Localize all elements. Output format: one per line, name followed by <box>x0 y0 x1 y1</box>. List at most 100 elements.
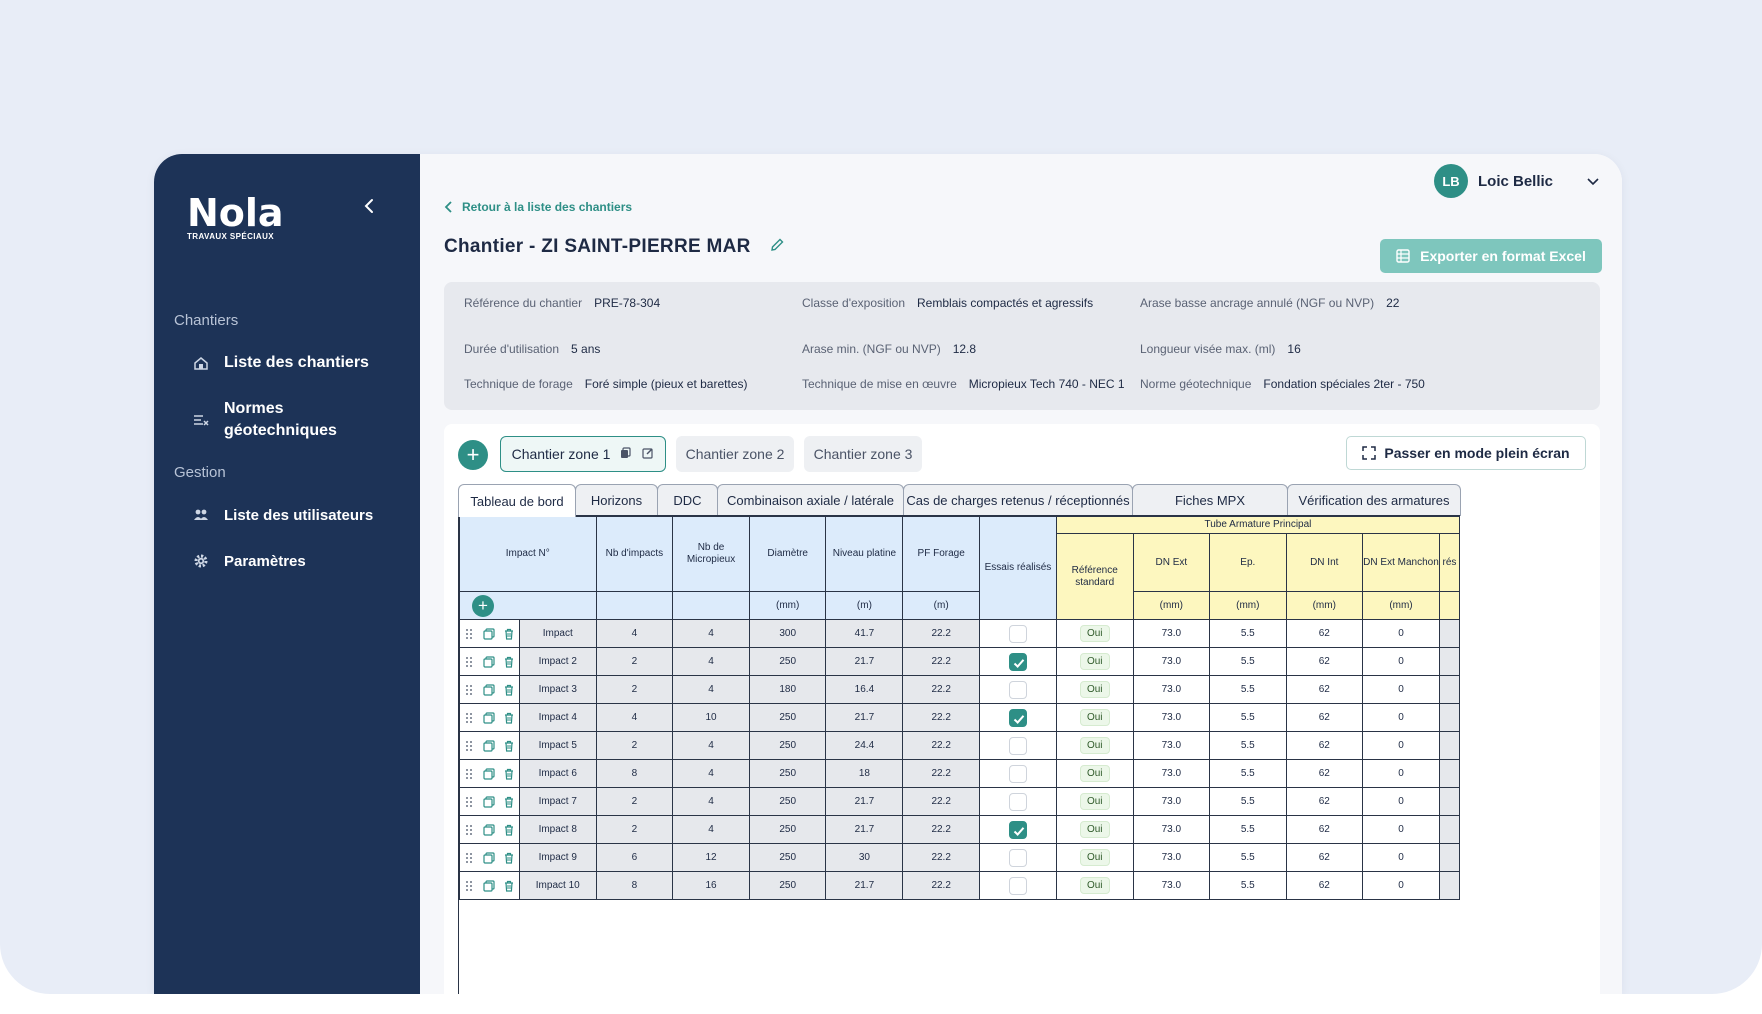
copy-icon[interactable] <box>483 823 496 836</box>
edit-title-icon[interactable] <box>769 237 785 258</box>
sidebar-item-parametres[interactable]: Paramètres <box>192 552 306 570</box>
cell-dn-ext-manchon[interactable]: 0 <box>1361 619 1440 648</box>
cell-nb-impacts[interactable]: 2 <box>595 731 674 760</box>
cell-dn-ext-manchon[interactable]: 0 <box>1361 787 1440 816</box>
cell-nb-micropieux[interactable]: 4 <box>672 759 750 788</box>
cell-dn-int[interactable]: 62 <box>1285 759 1363 788</box>
cell-nb-impacts[interactable]: 4 <box>595 703 674 732</box>
sidebar-item-liste-chantiers[interactable]: Liste des chantiers <box>192 354 369 372</box>
cell-niveau-platine[interactable]: 18 <box>825 759 904 788</box>
cell-dn-ext[interactable]: 73.0 <box>1132 675 1211 704</box>
drag-handle-icon[interactable] <box>463 824 475 836</box>
essais-checkbox[interactable] <box>1008 848 1027 867</box>
copy-icon[interactable] <box>483 795 496 808</box>
cell-dn-ext[interactable]: 73.0 <box>1132 619 1211 648</box>
cell-impact-name[interactable]: Impact 9 <box>518 843 597 872</box>
cell-dn-ext[interactable]: 73.0 <box>1132 871 1211 900</box>
cell-ep[interactable]: 5.5 <box>1209 647 1287 676</box>
cell-impact-name[interactable]: Impact <box>518 619 597 648</box>
cell-nb-micropieux[interactable]: 10 <box>672 703 750 732</box>
cell-niveau-platine[interactable]: 21.7 <box>825 787 904 816</box>
drag-handle-icon[interactable] <box>463 628 475 640</box>
drag-handle-icon[interactable] <box>463 852 475 864</box>
cell-nb-impacts[interactable]: 2 <box>595 787 674 816</box>
add-zone-button[interactable]: + <box>458 440 488 470</box>
cell-dn-ext-manchon[interactable]: 0 <box>1361 871 1440 900</box>
sidebar-item-normes[interactable]: Normes géotechniques <box>192 398 372 442</box>
cell-impact-name[interactable]: Impact 4 <box>518 703 597 732</box>
drag-handle-icon[interactable] <box>463 796 475 808</box>
cell-impact-name[interactable]: Impact 10 <box>518 871 597 900</box>
cell-impact-name[interactable]: Impact 5 <box>518 731 597 760</box>
status-badge[interactable]: Oui <box>1079 821 1110 838</box>
trash-icon[interactable] <box>503 628 515 640</box>
cell-dn-ext-manchon[interactable]: 0 <box>1361 675 1440 704</box>
cell-diametre[interactable]: 250 <box>748 731 827 760</box>
cell-niveau-platine[interactable]: 21.7 <box>825 871 904 900</box>
sidebar-item-utilisateurs[interactable]: Liste des utilisateurs <box>192 506 373 524</box>
collapse-sidebar-button[interactable] <box>360 196 380 216</box>
cell-nb-micropieux[interactable]: 12 <box>672 843 750 872</box>
cell-pf-forage[interactable]: 22.2 <box>902 759 981 788</box>
essais-checkbox[interactable] <box>1008 792 1027 811</box>
copy-icon[interactable] <box>483 711 496 724</box>
cell-niveau-platine[interactable]: 41.7 <box>825 619 904 648</box>
cell-niveau-platine[interactable]: 21.7 <box>825 815 904 844</box>
cell-niveau-platine[interactable]: 21.7 <box>825 647 904 676</box>
cell-dn-ext[interactable]: 73.0 <box>1132 787 1211 816</box>
cell-niveau-platine[interactable]: 21.7 <box>825 703 904 732</box>
cell-diametre[interactable]: 250 <box>748 871 827 900</box>
tab-horizons[interactable]: Horizons <box>575 484 658 516</box>
tab-tableau-de-bord[interactable]: Tableau de bord <box>458 484 576 517</box>
cell-dn-ext[interactable]: 73.0 <box>1132 843 1211 872</box>
cell-ep[interactable]: 5.5 <box>1209 731 1287 760</box>
cell-nb-impacts[interactable]: 8 <box>595 871 674 900</box>
copy-icon[interactable] <box>483 879 496 892</box>
add-impact-button[interactable]: + <box>472 594 494 617</box>
cell-dn-ext-manchon[interactable]: 0 <box>1361 731 1440 760</box>
trash-icon[interactable] <box>503 740 515 752</box>
trash-icon[interactable] <box>503 684 515 696</box>
cell-ep[interactable]: 5.5 <box>1209 787 1287 816</box>
tab-ddc[interactable]: DDC <box>657 484 718 516</box>
status-badge[interactable]: Oui <box>1079 681 1110 698</box>
cell-dn-int[interactable]: 62 <box>1285 647 1363 676</box>
cell-pf-forage[interactable]: 22.2 <box>902 619 981 648</box>
cell-niveau-platine[interactable]: 24.4 <box>825 731 904 760</box>
cell-diametre[interactable]: 250 <box>748 647 827 676</box>
status-badge[interactable]: Oui <box>1079 793 1110 810</box>
cell-pf-forage[interactable]: 22.2 <box>902 647 981 676</box>
tab-verification[interactable]: Vérification des armatures <box>1287 484 1461 516</box>
zone-tab-1[interactable]: Chantier zone 1 <box>500 436 666 472</box>
drag-handle-icon[interactable] <box>463 684 475 696</box>
status-badge[interactable]: Oui <box>1079 625 1110 642</box>
cell-dn-ext[interactable]: 73.0 <box>1132 759 1211 788</box>
cell-niveau-platine[interactable]: 16.4 <box>825 675 904 704</box>
cell-dn-int[interactable]: 62 <box>1285 843 1363 872</box>
cell-nb-impacts[interactable]: 4 <box>595 619 674 648</box>
tab-fiches-mpx[interactable]: Fiches MPX <box>1132 484 1288 516</box>
cell-nb-micropieux[interactable]: 4 <box>672 787 750 816</box>
cell-dn-int[interactable]: 62 <box>1285 675 1363 704</box>
essais-checkbox[interactable] <box>1008 652 1027 671</box>
status-badge[interactable]: Oui <box>1079 877 1110 894</box>
drag-handle-icon[interactable] <box>463 768 475 780</box>
essais-checkbox[interactable] <box>1008 624 1027 643</box>
cell-pf-forage[interactable]: 22.2 <box>902 843 981 872</box>
cell-pf-forage[interactable]: 22.2 <box>902 871 981 900</box>
trash-icon[interactable] <box>503 824 515 836</box>
copy-icon[interactable] <box>483 851 496 864</box>
cell-dn-ext-manchon[interactable]: 0 <box>1361 843 1440 872</box>
drag-handle-icon[interactable] <box>463 880 475 892</box>
cell-nb-micropieux[interactable]: 4 <box>672 619 750 648</box>
trash-icon[interactable] <box>503 656 515 668</box>
cell-ep[interactable]: 5.5 <box>1209 675 1287 704</box>
cell-nb-micropieux[interactable]: 4 <box>672 815 750 844</box>
copy-icon[interactable] <box>483 627 496 640</box>
cell-niveau-platine[interactable]: 30 <box>825 843 904 872</box>
cell-dn-int[interactable]: 62 <box>1285 815 1363 844</box>
cell-impact-name[interactable]: Impact 8 <box>518 815 597 844</box>
essais-checkbox[interactable] <box>1008 680 1027 699</box>
essais-checkbox[interactable] <box>1008 708 1027 727</box>
cell-nb-micropieux[interactable]: 4 <box>672 731 750 760</box>
